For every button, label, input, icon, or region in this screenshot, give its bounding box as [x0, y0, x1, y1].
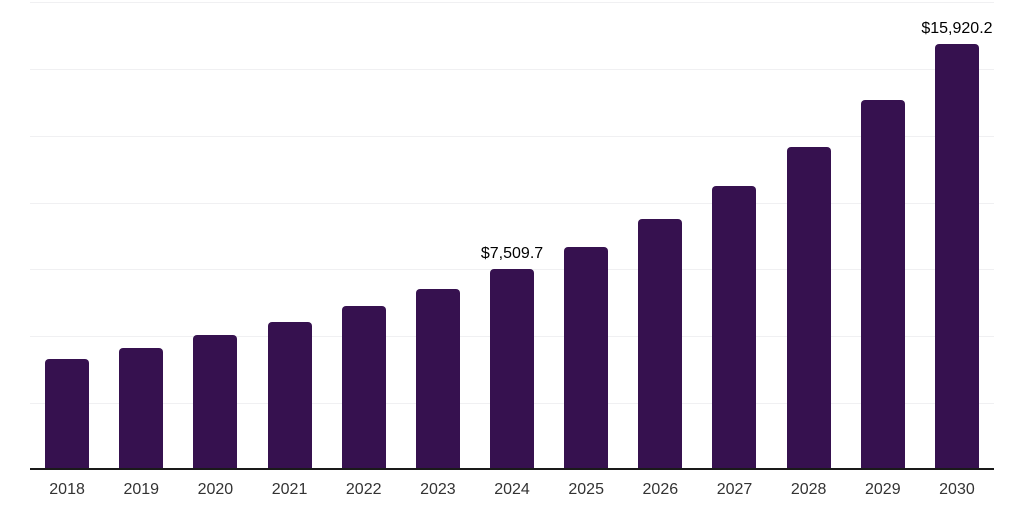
bar-slot-2021: [252, 2, 326, 470]
x-tick-label-2020: 2020: [197, 481, 234, 498]
bar-slot-2027: [697, 2, 771, 470]
gridline-12500: [30, 136, 994, 137]
x-tick-label-2022: 2022: [345, 481, 382, 498]
gridline-10000: [30, 203, 994, 204]
bar-2027: [712, 186, 757, 470]
bar-2024: [490, 269, 535, 470]
bar-2023: [415, 289, 460, 470]
bar-slot-2025: [549, 2, 623, 470]
bar-2022: [341, 306, 386, 470]
gridline-15000: [30, 69, 994, 70]
bar-2021: [267, 322, 312, 470]
value-label-2030: $15,920.2: [921, 19, 993, 37]
x-axis-tick-labels: 2018 2019 2020 2021 2022 2023 2024 2025 2026 2027…: [30, 480, 994, 499]
x-tick-label-2027: 2027: [716, 481, 753, 498]
bar-2026: [638, 219, 683, 470]
x-tick-label-2024: 2024: [494, 481, 530, 498]
bar-slot-2022: [327, 2, 401, 470]
x-tick-label-2021: 2021: [271, 481, 308, 498]
x-tick-label-2019: 2019: [123, 481, 160, 498]
x-tick-label-2023: 2023: [420, 481, 456, 498]
bar-slot-2018: [30, 2, 104, 470]
bar-2025: [564, 247, 609, 470]
bar-2018: [45, 359, 90, 470]
x-tick-label-2028: 2028: [790, 481, 827, 498]
x-tick-label-2029: 2029: [865, 481, 901, 498]
bar-2020: [193, 335, 238, 470]
bar-slot-2020: [178, 2, 252, 470]
bar-slot-2026: [623, 2, 697, 470]
bar-2030: [934, 44, 979, 470]
x-tick-label-2030: 2030: [939, 481, 975, 498]
gridline-17500: [30, 2, 994, 3]
x-tick-label-2018: 2018: [49, 481, 85, 498]
bar-slot-2024: $7,509.7: [475, 2, 549, 470]
bar-2019: [119, 348, 164, 470]
x-tick-label-2026: 2026: [642, 481, 679, 498]
bar-slot-2030: $15,920.2: [920, 2, 994, 470]
bar-2029: [860, 100, 905, 470]
bar-slot-2019: [104, 2, 178, 470]
bar-slot-2023: [401, 2, 475, 470]
value-label-2024: $7,509.7: [480, 244, 544, 262]
bar-2028: [786, 147, 831, 470]
bar-slot-2029: [846, 2, 920, 470]
x-axis-line: [30, 468, 994, 470]
x-tick-label-2025: 2025: [568, 481, 604, 498]
bar-slot-2028: [772, 2, 846, 470]
plot-area: $7,509.7 $15,920.2: [30, 2, 994, 470]
bars-layer: $7,509.7 $15,920.2: [30, 2, 994, 470]
